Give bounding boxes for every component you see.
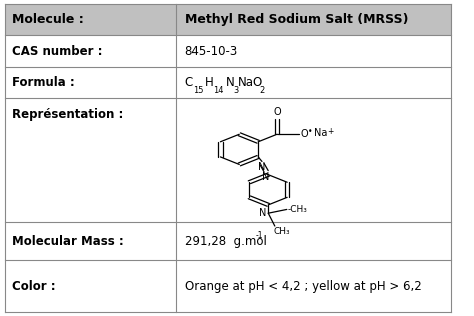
Text: N: N [226, 76, 234, 89]
Text: 3: 3 [234, 86, 239, 95]
Text: Methyl Red Sodium Salt (MRSS): Methyl Red Sodium Salt (MRSS) [185, 13, 408, 26]
Text: Formula :: Formula : [12, 76, 75, 89]
Text: 15: 15 [193, 86, 203, 95]
Text: +: + [327, 127, 333, 136]
Text: 2: 2 [260, 86, 265, 95]
Text: CH₃: CH₃ [273, 227, 290, 236]
Text: O: O [273, 106, 281, 117]
Text: -1: -1 [255, 231, 263, 240]
FancyBboxPatch shape [5, 4, 451, 312]
Text: O: O [301, 129, 308, 139]
Text: Na: Na [314, 128, 327, 138]
Text: Représentation :: Représentation : [12, 108, 123, 121]
Text: NaO: NaO [238, 76, 264, 89]
Text: Molecular Mass :: Molecular Mass : [12, 235, 124, 248]
Text: N: N [259, 208, 266, 218]
Text: Color :: Color : [12, 280, 55, 293]
Text: Molecule :: Molecule : [12, 13, 84, 26]
FancyBboxPatch shape [5, 4, 451, 35]
Text: N: N [263, 172, 270, 182]
Text: H: H [205, 76, 213, 89]
Text: CAS number :: CAS number : [12, 45, 102, 58]
Text: •: • [308, 127, 312, 136]
Text: N: N [258, 162, 265, 173]
Text: -CH₃: -CH₃ [288, 205, 308, 214]
Text: 291,28  g.mol: 291,28 g.mol [185, 235, 266, 248]
Text: Orange at pH < 4,2 ; yellow at pH > 6,2: Orange at pH < 4,2 ; yellow at pH > 6,2 [185, 280, 421, 293]
Text: 14: 14 [213, 86, 223, 95]
Text: C: C [185, 76, 193, 89]
Text: 845-10-3: 845-10-3 [185, 45, 238, 58]
